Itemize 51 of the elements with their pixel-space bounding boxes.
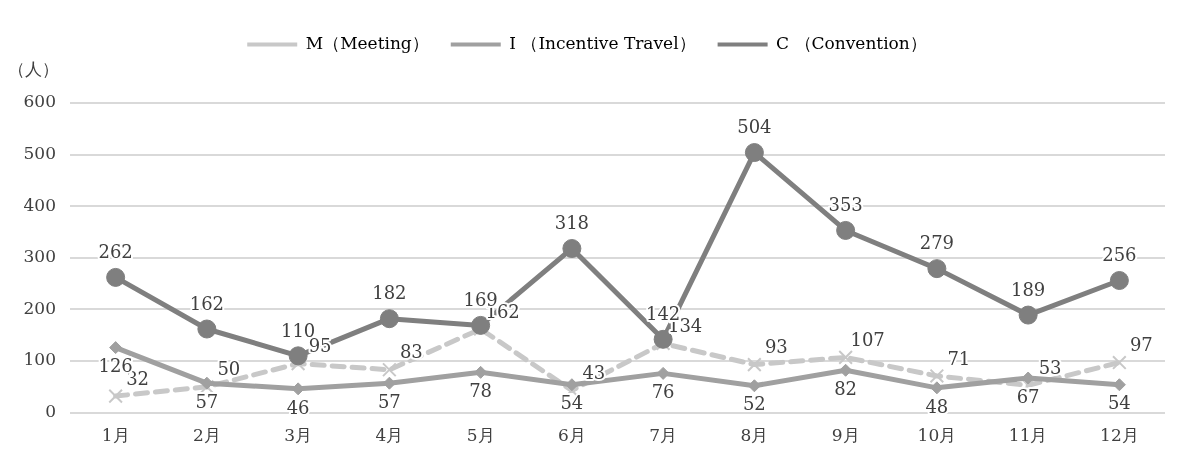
y-tick-label: 400 [23,194,56,215]
x-tick-label: 12月 [1100,425,1139,446]
x-tick-label: 1月 [101,425,130,446]
data-label: 54 [560,392,584,414]
legend-label: C （Convention） [776,32,927,53]
x-tick-label: 8月 [740,425,769,446]
data-label: 53 [1038,356,1062,378]
data-label: 162 [189,292,225,314]
data-label: 57 [377,390,401,412]
data-label: 52 [742,393,766,415]
data-label: 48 [925,395,949,417]
data-label: 76 [651,381,675,403]
data-label: 50 [217,358,241,380]
data-label: 57 [195,390,219,412]
x-tick-label: 9月 [831,425,860,446]
data-label: 279 [919,232,955,254]
legend-label: M（Meeting） [305,32,429,53]
data-label: 83 [399,341,423,363]
data-label: 93 [764,336,788,358]
data-label: 256 [1102,244,1137,266]
data-label: 189 [1010,278,1046,300]
data-label: 43 [582,362,606,384]
data-label: 107 [850,329,885,351]
y-tick-label: 200 [23,297,56,318]
y-tick-label: 500 [23,143,56,164]
data-label: 71 [947,347,971,369]
data-label: 318 [554,212,590,234]
y-tick-label: 600 [23,91,56,112]
x-tick-label: 6月 [557,425,586,446]
data-label: 78 [469,380,493,402]
data-label: 353 [828,194,863,216]
data-label: 182 [372,282,407,304]
data-label: 82 [834,377,858,399]
y-axis-title: （人） [8,59,59,80]
x-tick-label: 7月 [649,425,678,446]
x-tick-label: 10月 [917,425,957,446]
y-tick-label: 100 [23,349,56,370]
x-tick-label: 3月 [284,425,313,446]
data-label: 97 [1129,334,1153,356]
legend-label: I （Incentive Travel） [509,32,696,53]
data-label: 46 [286,396,310,418]
x-tick-label: 5月 [466,425,495,446]
data-label: 67 [1016,385,1040,407]
x-tick-label: 11月 [1008,425,1048,446]
data-label: 54 [1107,392,1131,414]
x-tick-label: 4月 [375,425,404,446]
y-tick-label: 0 [45,401,56,422]
data-label: 262 [98,241,133,263]
data-label: 504 [737,116,772,138]
y-tick-label: 300 [23,246,56,267]
x-tick-label: 2月 [192,425,221,446]
